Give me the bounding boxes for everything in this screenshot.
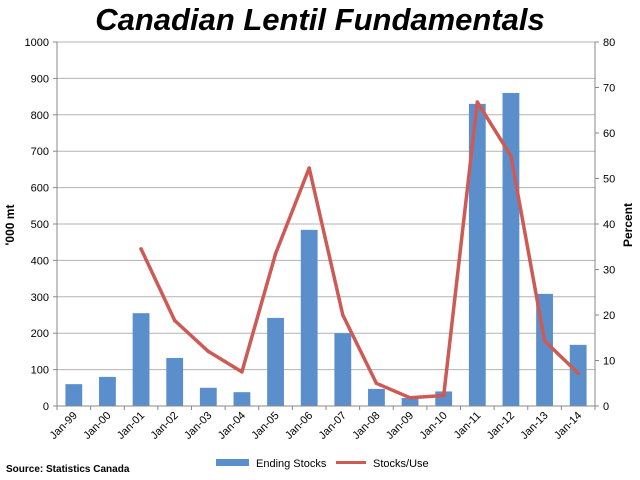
source-note: Source: Statistics Canada	[6, 464, 130, 475]
x-tick-label: Jan-01	[115, 410, 147, 442]
x-tick-label: Jan-05	[249, 410, 281, 442]
chart-title: Canadian Lentil Fundamentals	[95, 2, 545, 37]
bar-ending-stocks	[401, 397, 419, 406]
bar-ending-stocks	[132, 313, 150, 406]
point-stocks-use	[576, 371, 580, 376]
point-stocks-use	[509, 153, 513, 158]
point-stocks-use	[240, 370, 244, 374]
y2-tick-label: 50	[603, 174, 615, 186]
y2-axis-title: Percent	[621, 203, 635, 247]
x-tick-label: Jan-12	[485, 410, 517, 442]
x-tick-label: Jan-99	[48, 410, 80, 442]
y2-tick-label: 30	[603, 265, 615, 277]
stocks-use-line-layer	[139, 100, 580, 400]
point-stocks-use	[374, 381, 379, 386]
y2-tick-label: 20	[603, 310, 615, 322]
legend-label-ending-stocks: Ending Stocks	[256, 458, 327, 470]
bar-ending-stocks	[468, 103, 486, 406]
point-stocks-use	[172, 318, 177, 323]
point-stocks-use	[542, 339, 547, 343]
legend: Ending Stocks Stocks/Use	[216, 458, 429, 470]
bar-ending-stocks	[166, 357, 184, 406]
bar-ending-stocks	[569, 344, 587, 406]
y2-tick-label: 60	[603, 128, 615, 140]
bar-ending-stocks	[334, 333, 352, 406]
y-tick-label: 100	[31, 365, 49, 377]
bar-ending-stocks	[300, 229, 318, 406]
y-tick-label: 300	[31, 292, 49, 304]
bar-ending-stocks	[199, 387, 217, 406]
point-stocks-use	[475, 100, 480, 104]
y-axis-title: '000 mt	[3, 205, 17, 246]
point-stocks-use	[273, 251, 278, 256]
x-tick-label: Jan-02	[149, 410, 181, 442]
y-tick-label: 0	[43, 401, 49, 413]
bar-ending-stocks	[502, 92, 520, 407]
x-tick-label: Jan-13	[518, 410, 550, 442]
y2-tick-label: 40	[603, 219, 615, 231]
x-tick-label: Jan-08	[350, 410, 382, 442]
bar-ending-stocks	[368, 388, 385, 406]
x-tick-label: Jan-03	[182, 410, 214, 442]
bar-ending-stocks	[99, 376, 116, 406]
x-tick-label: Jan-00	[81, 410, 113, 442]
point-stocks-use	[206, 349, 211, 354]
x-tick-label: Jan-09	[384, 410, 416, 442]
bar-ending-stocks	[267, 317, 284, 406]
y-tick-label: 1000	[25, 37, 49, 49]
x-tick-label: Jan-04	[216, 410, 248, 442]
point-stocks-use	[139, 247, 143, 251]
point-stocks-use	[341, 313, 345, 317]
y2-tick-label: 0	[603, 401, 609, 413]
y-tick-label: 600	[31, 183, 49, 195]
y-tick-label: 500	[31, 219, 49, 231]
y-tick-label: 700	[31, 146, 49, 158]
x-tick-label: Jan-11	[452, 410, 484, 442]
x-tick-label: Jan-10	[418, 410, 450, 442]
x-tick-label: Jan-14	[552, 410, 584, 442]
bars	[65, 92, 587, 407]
x-tick-label: Jan-06	[283, 410, 315, 442]
point-stocks-use	[441, 393, 446, 398]
y2-tick-label: 10	[603, 356, 615, 368]
y-tick-label: 800	[31, 110, 49, 122]
y-tick-label: 200	[31, 328, 49, 340]
bar-ending-stocks	[65, 384, 83, 406]
legend-swatch-ending-stocks	[216, 459, 249, 466]
legend-label-stocks-use: Stocks/Use	[373, 458, 429, 470]
line-stocks-use	[139, 100, 580, 400]
bar-ending-stocks	[233, 392, 251, 406]
y-tick-label: 400	[31, 255, 49, 267]
point-stocks-use	[307, 166, 311, 170]
y2-tick-label: 70	[603, 83, 615, 95]
y-tick-label: 900	[31, 73, 49, 85]
point-stocks-use	[408, 396, 412, 400]
x-tick-label: Jan-07	[317, 410, 349, 442]
y2-tick-label: 80	[603, 37, 615, 49]
